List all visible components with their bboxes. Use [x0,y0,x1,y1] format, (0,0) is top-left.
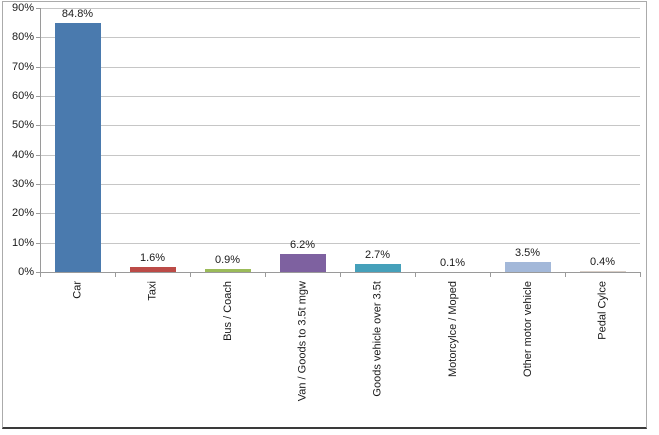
y-axis-tick-label: 10% [11,236,34,249]
bar [579,270,626,272]
x-axis-tick [265,273,266,277]
x-axis-category-label: Goods vehicle over 3.5t [371,281,384,397]
y-axis-tick-label: 80% [11,31,34,44]
y-axis-tick-label: 20% [11,207,34,220]
x-axis-category-label: Motorcylce / Moped [446,281,459,377]
gridline [41,96,640,97]
y-axis-tick-label: 40% [11,148,34,161]
x-axis-category-label: Van / Goods to 3.5t mgw [296,281,309,402]
bar-data-label: 6.2% [289,238,316,251]
x-axis-tick [115,273,116,277]
y-axis-tick [36,242,40,244]
y-axis-tick [36,96,40,97]
y-axis-tick [36,37,40,39]
bar-data-label: 1.6% [139,252,166,265]
x-axis-category-label: Car [71,281,84,299]
bar-data-label: 0.4% [589,255,616,268]
gridline [41,125,640,127]
gridline [41,184,640,185]
x-axis-tick [190,273,191,277]
y-axis-tick-label: 50% [11,119,34,132]
y-axis-line [40,8,41,273]
bar-data-label: 2.7% [364,249,391,262]
x-axis-tick [40,273,41,277]
x-axis-category-label: Pedal Cylce [596,281,609,340]
gridline [41,66,640,68]
bar-data-label: 3.5% [514,246,541,259]
bar-data-label: 0.9% [214,254,241,267]
x-axis-category-label: Taxi [146,281,159,301]
x-axis-category-label: Bus / Coach [221,281,234,341]
bar [354,264,401,272]
y-axis-tick [36,213,40,215]
bar [504,261,551,272]
y-axis-tick-label: 0% [18,266,34,278]
y-axis-tick [36,184,40,185]
y-axis-tick [36,125,40,127]
bar-data-label: 0.1% [439,256,466,269]
x-axis-line [40,272,641,273]
x-axis-tick [640,273,641,277]
y-axis-tick-label: 30% [11,178,34,190]
y-axis-tick [36,8,40,9]
gridline [41,213,640,215]
x-axis-tick [565,273,566,277]
gridline [41,242,640,244]
y-axis-tick [36,272,40,273]
gridline [41,37,640,39]
y-axis-tick [36,66,40,68]
gridline [41,154,640,156]
chart-border-frame [2,1,647,429]
y-axis-tick-label: 70% [11,60,34,73]
bar [129,267,176,272]
y-axis-tick [36,154,40,156]
bar [54,23,101,272]
gridline [41,8,640,9]
y-axis-tick-label: 60% [11,90,34,102]
y-axis-tick-label: 90% [11,2,34,14]
x-axis-tick [340,273,341,277]
x-axis-category-label: Other motor vehicle [521,281,534,377]
bar [204,269,251,272]
x-axis-tick [490,273,491,277]
bar-data-label: 84.8% [61,8,94,21]
x-axis-tick [415,273,416,277]
bar [279,253,326,272]
